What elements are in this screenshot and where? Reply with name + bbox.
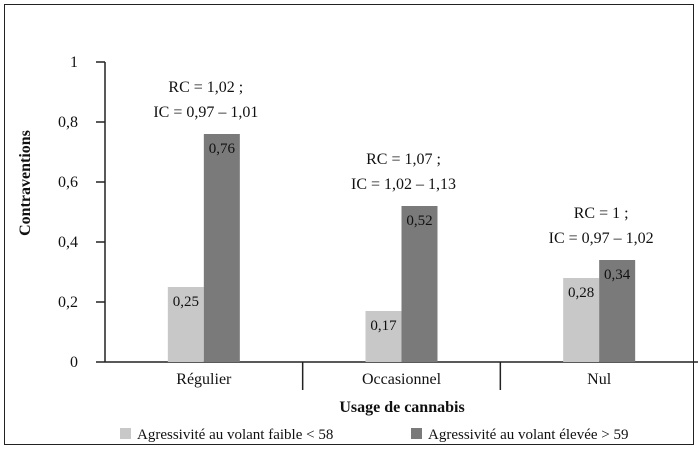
annotation-rc: RC = 1 ;	[574, 205, 629, 222]
legend-label-low: Agressivité au volant faible < 58	[137, 427, 333, 443]
y-tick-label: 0	[70, 354, 78, 371]
bar-value-label: 0,28	[568, 285, 594, 301]
bar-low-aggressivity	[365, 311, 402, 362]
y-tick-label: 0,6	[58, 174, 78, 191]
category-label: Nul	[587, 371, 612, 388]
bars: 0,25 0,76 0,17 0,52 0,28 0,34	[167, 134, 636, 362]
annotation-rc: RC = 1,02 ;	[168, 79, 243, 96]
annotation-ic: IC = 0,97 – 1,02	[549, 230, 654, 247]
bar-high-aggressivity	[203, 134, 240, 362]
legend-swatch-low	[120, 428, 131, 439]
bar-value-label: 0,17	[370, 318, 397, 334]
annotation-ic: IC = 1,02 – 1,13	[351, 176, 456, 193]
bar-low-aggressivity	[563, 278, 600, 362]
x-category-groups: Régulier Occasionnel Nul	[176, 362, 612, 390]
x-axis-title: Usage de cannabis	[339, 399, 464, 416]
bar-value-label: 0,34	[604, 267, 631, 283]
bar-value-label: 0,25	[173, 294, 199, 310]
annotation-ic: IC = 0,97 – 1,01	[153, 104, 258, 121]
category-label: Régulier	[176, 371, 232, 388]
y-tick-label: 1	[70, 54, 78, 71]
legend-swatch-high	[411, 428, 422, 439]
y-ticks: 0 0,2 0,4 0,6 0,8 1	[58, 54, 105, 371]
y-tick-label: 0,4	[58, 234, 78, 251]
bar-low-aggressivity	[167, 287, 204, 362]
category-label: Occasionnel	[362, 371, 442, 388]
legend-label-high: Agressivité au volant élevée > 59	[428, 427, 628, 443]
bar-value-label: 0,52	[406, 213, 432, 229]
y-tick-label: 0,8	[58, 114, 78, 131]
legend: Agressivité au volant faible < 58 Agress…	[120, 427, 628, 443]
bar-high-aggressivity	[401, 206, 438, 362]
annotations: RC = 1,02 ; IC = 0,97 – 1,01 RC = 1,07 ; IC…	[153, 79, 653, 247]
y-tick-label: 0,2	[58, 294, 78, 311]
bar-high-aggressivity	[599, 260, 636, 362]
annotation-rc: RC = 1,07 ;	[366, 151, 441, 168]
bar-value-label: 0,76	[209, 141, 236, 157]
y-axis-title: Contraventions	[17, 130, 34, 236]
chart-frame	[4, 4, 694, 445]
